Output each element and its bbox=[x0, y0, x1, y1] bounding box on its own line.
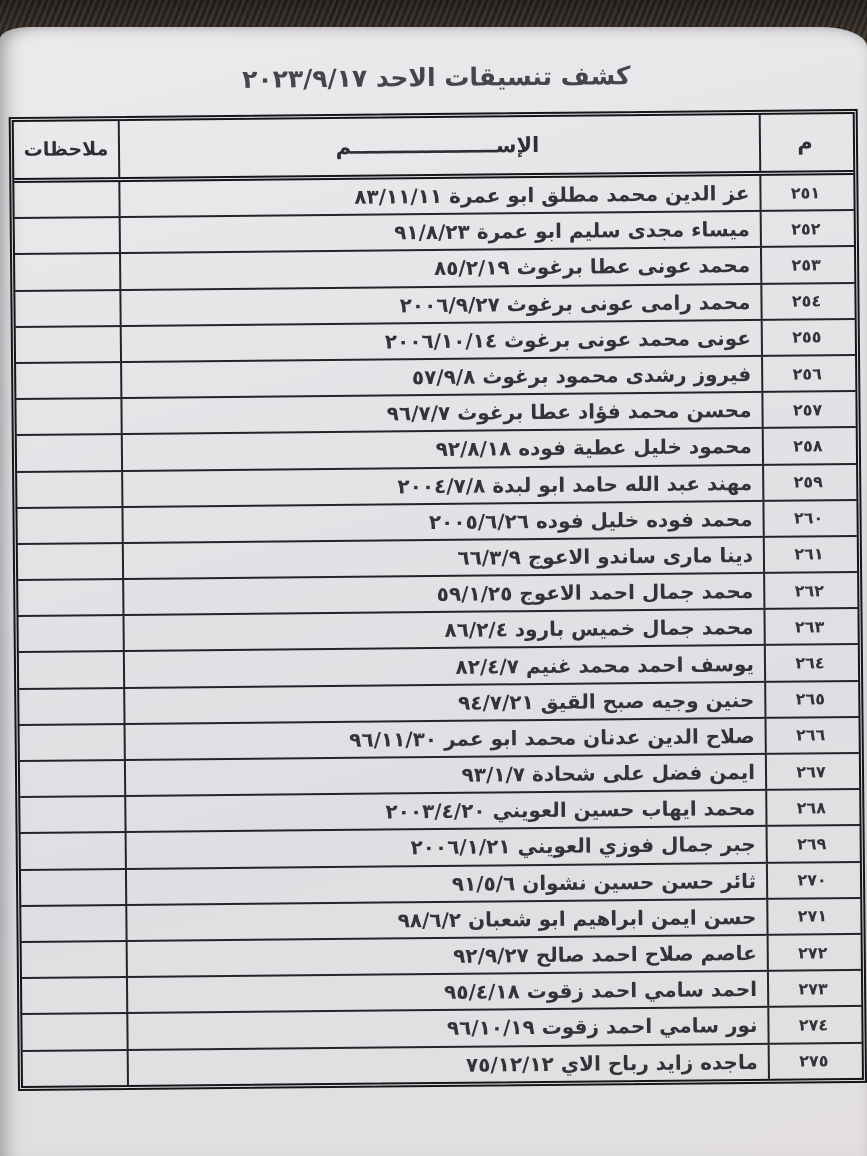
row-serial: ٢٧٠ bbox=[765, 862, 861, 898]
row-name: محمد ايهاب حسين العويني ٢٠٠٣/٤/٢٠ bbox=[124, 791, 766, 832]
table-body: ٢٥١ عز الدين محمد مطلق ابو عمرة ٨٣/١١/١١ ٢… bbox=[14, 174, 862, 1086]
row-notes bbox=[17, 508, 121, 543]
row-serial: ٢٧٣ bbox=[766, 971, 862, 1007]
row-name: دينا مارى ساندو الاعوج ٦٦/٣/٩ bbox=[121, 537, 764, 579]
row-notes bbox=[18, 580, 122, 615]
row-notes bbox=[20, 725, 124, 760]
header-notes: ملاحظات bbox=[23, 138, 109, 161]
row-serial: ٢٥٦ bbox=[761, 355, 856, 391]
row-notes bbox=[19, 652, 123, 687]
row-notes bbox=[17, 435, 121, 470]
page-title: كشف تنسيقات الاحد ٢٠٢٣/٩/١٧ bbox=[242, 61, 631, 94]
row-name: محمد فوده خليل فوده ٢٠٠٥/٦/٢٦ bbox=[121, 501, 763, 542]
row-serial: ٢٦٧ bbox=[764, 753, 860, 790]
header-serial: م bbox=[758, 113, 854, 171]
row-name: محمد جمال احمد الاعوج ٥٩/١/٢٥ bbox=[122, 573, 764, 615]
row-serial: ٢٦٠ bbox=[762, 500, 857, 536]
row-serial: ٢٧٤ bbox=[767, 1007, 862, 1043]
table-row: ٢٧٥ ماجده زايد رباح الاي ٧٥/١٢/١٢ bbox=[23, 1043, 862, 1085]
row-name: محسن محمد فؤاد عطا برغوث ٩٦/٧/٧ bbox=[120, 392, 762, 434]
row-serial: ٢٦٨ bbox=[765, 790, 860, 826]
row-name: نور سامي احمد زقوت ٩٦/١٠/١٩ bbox=[126, 1008, 768, 1049]
row-notes bbox=[15, 218, 119, 253]
sheet-content: كشف تنسيقات الاحد ٢٠٢٣/٩/١٧ م الإســــــ… bbox=[0, 23, 867, 1091]
row-serial: ٢٥٨ bbox=[761, 428, 857, 464]
row-name: صلاح الدين عدنان محمد ابو عمر ٩٦/١١/٣٠ bbox=[123, 718, 765, 760]
row-notes bbox=[21, 906, 125, 941]
row-notes bbox=[18, 544, 122, 579]
row-name: مهند عبد الله حامد ابو لبدة ٢٠٠٤/٧/٨ bbox=[121, 465, 763, 506]
row-name: عونى محمد عونى برغوث ٢٠٠٦/١٠/١٤ bbox=[119, 320, 762, 361]
row-serial: ٢٦٣ bbox=[763, 609, 858, 645]
row-serial: ٢٥٤ bbox=[760, 283, 855, 319]
row-name: يوسف احمد محمد غنيم ٨٢/٤/٧ bbox=[122, 646, 765, 687]
row-serial: ٢٥٣ bbox=[759, 247, 855, 283]
row-name: ايمن فضل على شحادة ٩٣/١/٧ bbox=[123, 754, 766, 796]
row-name: محمد عونى عطا برغوث ٨٥/٢/١٩ bbox=[119, 248, 761, 289]
row-notes bbox=[23, 1050, 127, 1085]
row-notes bbox=[22, 942, 126, 977]
row-serial: ٢٦١ bbox=[762, 536, 858, 572]
row-name: محمد جمال خميس بارود ٨٦/٢/٤ bbox=[122, 610, 764, 651]
row-name: عز الدين محمد مطلق ابو عمرة ٨٣/١١/١١ bbox=[118, 175, 760, 217]
row-notes bbox=[16, 327, 120, 362]
row-serial: ٢٥٩ bbox=[762, 464, 857, 500]
row-notes bbox=[16, 363, 120, 398]
row-serial: ٢٧٢ bbox=[766, 934, 861, 970]
row-name: فيروز رشدى محمود برغوث ٥٧/٩/٨ bbox=[120, 356, 762, 398]
row-name: محمود خليل عطية فوده ٩٢/٨/١٨ bbox=[120, 429, 763, 470]
row-notes bbox=[18, 616, 122, 651]
row-serial: ٢٦٩ bbox=[765, 826, 860, 862]
row-name: عاصم صلاح احمد صالح ٩٢/٩/٢٧ bbox=[125, 935, 767, 977]
row-notes bbox=[15, 291, 119, 326]
row-name: محمد رامى عونى برغوث ٢٠٠٦/٩/٢٧ bbox=[119, 284, 761, 325]
row-notes bbox=[22, 978, 126, 1013]
row-name: حنين وجيه صبح القيق ٩٤/٧/٢١ bbox=[123, 682, 765, 723]
row-serial: ٢٧٥ bbox=[767, 1043, 862, 1079]
row-name: ميساء مجدى سليم ابو عمرة ٩١/٨/٢٣ bbox=[118, 212, 760, 253]
header-name: الإســــــــــــــــــــم bbox=[117, 114, 760, 178]
row-serial: ٢٦٥ bbox=[764, 681, 859, 717]
row-name: ماجده زايد رباح الاي ٧٥/١٢/١٢ bbox=[126, 1044, 768, 1085]
row-notes bbox=[21, 833, 125, 868]
row-notes bbox=[16, 399, 120, 434]
row-notes bbox=[15, 254, 119, 289]
row-serial: ٢٦٢ bbox=[763, 573, 858, 609]
row-notes bbox=[22, 1014, 126, 1049]
row-serial: ٢٥٢ bbox=[759, 211, 854, 247]
row-serial: ٢٦٦ bbox=[764, 717, 859, 753]
row-name: حسن ايمن ابراهيم ابو شعبان ٩٨/٦/٢ bbox=[125, 899, 767, 940]
row-serial: ٢٦٤ bbox=[763, 645, 859, 681]
row-notes bbox=[19, 689, 123, 724]
row-notes bbox=[20, 761, 124, 796]
row-name: احمد سامي احمد زقوت ٩٥/٤/١٨ bbox=[125, 971, 768, 1013]
row-notes bbox=[20, 797, 124, 832]
row-notes bbox=[17, 472, 121, 507]
row-notes bbox=[14, 182, 118, 217]
row-name: ثائر حسن حسين نشوان ٩١/٥/٦ bbox=[124, 863, 767, 904]
roster-table: م الإســــــــــــــــــــم ملاحظات ٢٥١ ع… bbox=[8, 108, 867, 1091]
paper-sheet: كشف تنسيقات الاحد ٢٠٢٣/٩/١٧ م الإســــــ… bbox=[0, 27, 867, 1156]
row-serial: ٢٥١ bbox=[759, 174, 854, 211]
row-serial: ٢٧١ bbox=[766, 898, 861, 934]
row-notes bbox=[21, 870, 125, 905]
row-name: جبر جمال فوزي العويني ٢٠٠٦/١/٢١ bbox=[124, 827, 766, 868]
table-header-row: م الإســــــــــــــــــــم ملاحظات bbox=[13, 113, 854, 184]
row-serial: ٢٥٧ bbox=[761, 392, 856, 428]
row-serial: ٢٥٥ bbox=[760, 319, 856, 355]
